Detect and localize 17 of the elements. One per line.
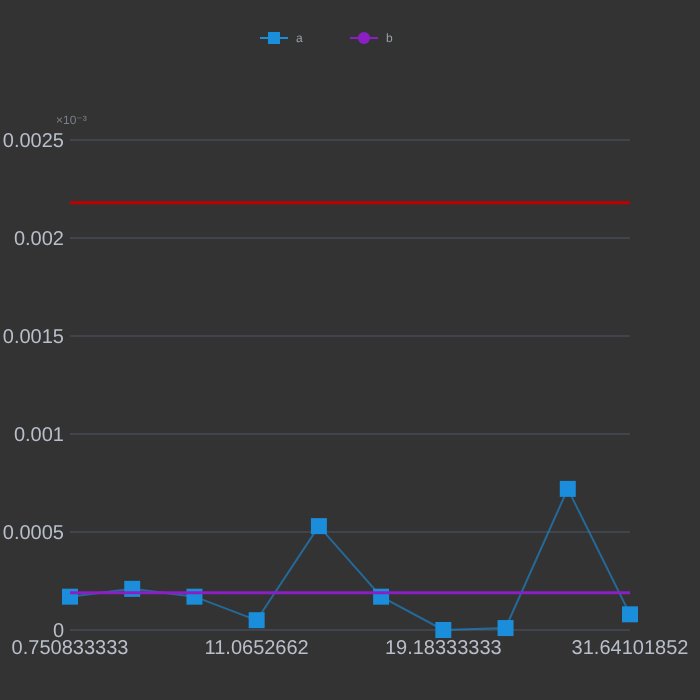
- point: [310, 518, 327, 535]
- x-tick-label: 31.64101852: [571, 638, 690, 660]
- point: [559, 480, 576, 497]
- y-tick-label: 0.0015: [2, 327, 65, 349]
- x-tick-label: 11.0652662: [204, 638, 310, 660]
- point: [248, 612, 265, 629]
- point: [497, 620, 514, 637]
- y-tick-label: 0.001: [13, 425, 65, 447]
- y-tick-label: 0.0005: [2, 523, 65, 545]
- point: [622, 606, 638, 623]
- y-tick-label: 0.0025: [2, 131, 65, 153]
- point: [62, 588, 78, 605]
- x-tick-label: 19.18333333: [384, 638, 503, 660]
- x-tick-label: 0.750833333: [11, 638, 130, 660]
- y-tick-label: 0.002: [13, 229, 65, 251]
- point: [435, 622, 452, 638]
- y-tick-label: 0: [52, 621, 65, 643]
